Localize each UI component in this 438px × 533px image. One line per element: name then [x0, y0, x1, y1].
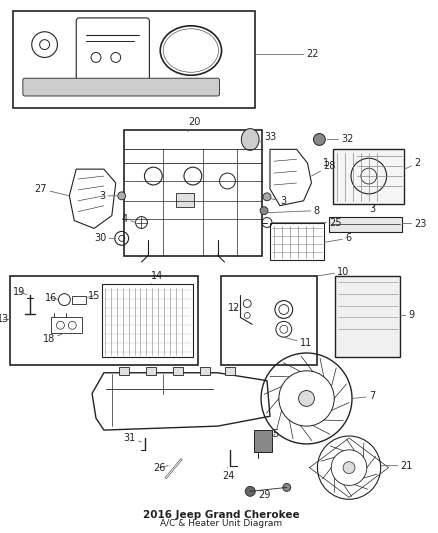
Bar — [72, 296, 86, 304]
Text: 3: 3 — [370, 204, 376, 214]
Text: 29: 29 — [255, 490, 271, 500]
Text: 13: 13 — [0, 314, 10, 325]
Bar — [333, 149, 404, 204]
Circle shape — [245, 487, 255, 496]
Bar — [335, 276, 400, 357]
Polygon shape — [270, 149, 311, 206]
Text: 23: 23 — [403, 219, 427, 229]
Text: 18: 18 — [42, 333, 64, 344]
Text: 24: 24 — [223, 467, 235, 481]
Bar — [254, 430, 272, 452]
Circle shape — [283, 483, 291, 491]
Bar — [200, 367, 210, 375]
FancyBboxPatch shape — [76, 18, 149, 81]
Text: 33: 33 — [260, 132, 276, 142]
Circle shape — [263, 193, 271, 201]
Text: 10: 10 — [318, 267, 350, 277]
Text: 25: 25 — [272, 217, 342, 228]
Text: 22: 22 — [255, 50, 319, 60]
Ellipse shape — [241, 128, 259, 150]
Text: 27: 27 — [35, 184, 69, 196]
Bar — [329, 216, 403, 232]
Text: 19: 19 — [13, 287, 27, 297]
Text: 8: 8 — [268, 206, 320, 216]
Circle shape — [314, 134, 325, 146]
Text: 31: 31 — [124, 433, 141, 443]
Text: 5: 5 — [272, 429, 278, 439]
Circle shape — [318, 436, 381, 499]
Bar — [10, 276, 198, 365]
Text: 30: 30 — [94, 233, 115, 244]
Bar — [124, 130, 262, 256]
Text: 16: 16 — [45, 293, 58, 303]
Text: 26: 26 — [153, 463, 168, 473]
Text: 21: 21 — [381, 461, 413, 471]
Bar — [176, 193, 194, 207]
Text: 7: 7 — [352, 391, 375, 401]
Text: 2016 Jeep Grand Cherokee: 2016 Jeep Grand Cherokee — [143, 510, 300, 520]
Bar — [226, 367, 235, 375]
Text: A/C & Heater Unit Diagram: A/C & Heater Unit Diagram — [160, 520, 283, 529]
Text: 9: 9 — [400, 310, 414, 320]
Circle shape — [260, 207, 268, 215]
Text: 12: 12 — [229, 303, 241, 312]
Text: 32: 32 — [327, 134, 353, 144]
Polygon shape — [69, 169, 116, 229]
Polygon shape — [92, 373, 270, 430]
Text: 20: 20 — [188, 117, 200, 132]
Text: 6: 6 — [324, 233, 351, 244]
Bar — [270, 222, 324, 260]
Text: 11: 11 — [284, 337, 312, 348]
Bar — [221, 276, 318, 365]
Text: 3: 3 — [271, 196, 286, 206]
Circle shape — [343, 462, 355, 474]
Bar — [50, 318, 82, 333]
Circle shape — [118, 192, 126, 200]
Circle shape — [299, 391, 314, 406]
Text: 28: 28 — [311, 161, 336, 176]
FancyBboxPatch shape — [23, 78, 219, 96]
Bar — [173, 367, 183, 375]
Text: 4: 4 — [122, 214, 135, 223]
Text: 15: 15 — [86, 290, 100, 301]
Bar — [146, 367, 156, 375]
Text: 1: 1 — [323, 158, 333, 169]
Bar — [13, 11, 255, 108]
Bar — [119, 367, 129, 375]
Text: 3: 3 — [99, 191, 118, 201]
Text: 2: 2 — [404, 158, 420, 169]
Bar — [102, 284, 193, 357]
Text: 14: 14 — [152, 271, 164, 284]
